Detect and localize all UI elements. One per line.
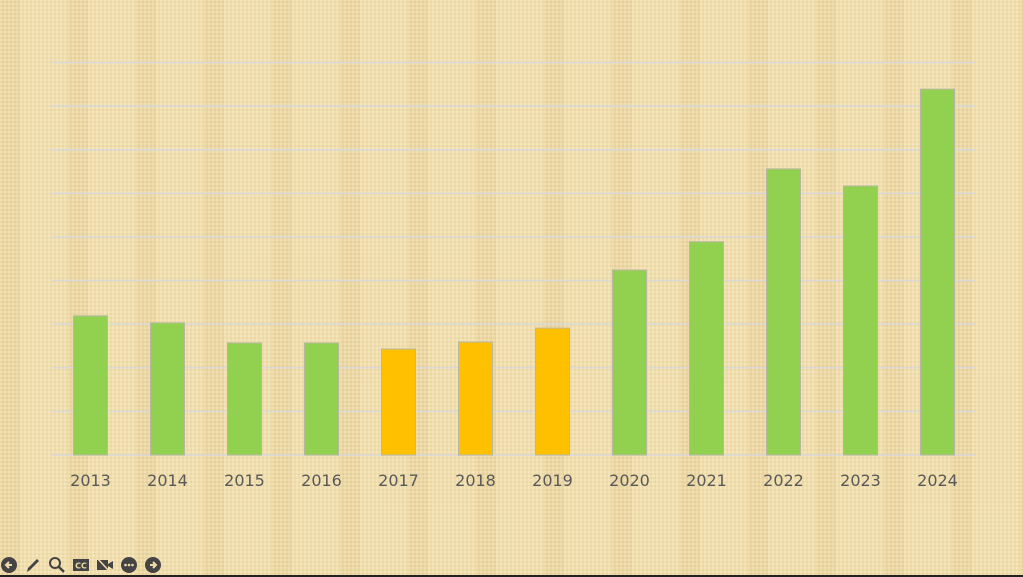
- x-tick-label: 2020: [609, 471, 650, 490]
- bottom-border: [0, 575, 1023, 577]
- bar-2020: [612, 269, 647, 456]
- pen-icon[interactable]: [24, 556, 42, 574]
- x-tick-label: 2021: [686, 471, 727, 490]
- x-tick-label: 2023: [840, 471, 881, 490]
- camera-off-icon[interactable]: [96, 556, 114, 574]
- x-tick-label: 2016: [301, 471, 342, 490]
- bar-2022: [766, 168, 801, 456]
- x-tick-label: 2014: [147, 471, 188, 490]
- forward-arrow-icon[interactable]: [144, 556, 162, 574]
- back-arrow-icon[interactable]: [0, 556, 18, 574]
- bar-2013: [73, 315, 108, 456]
- bar-2016: [304, 342, 339, 456]
- slideshow-toolbar: CC: [0, 556, 162, 574]
- x-tick-label: 2018: [455, 471, 496, 490]
- bar-2024: [920, 88, 955, 456]
- x-tick-label: 2019: [532, 471, 573, 490]
- bar-2017: [381, 348, 416, 456]
- more-icon[interactable]: [120, 556, 138, 574]
- bar-2015: [227, 342, 262, 456]
- cc-label: CC: [75, 562, 87, 571]
- x-tick-label: 2015: [224, 471, 265, 490]
- bar-2018: [458, 341, 493, 456]
- x-tick-label: 2017: [378, 471, 419, 490]
- closed-captions-icon[interactable]: CC: [72, 556, 90, 574]
- bar-2014: [150, 322, 185, 456]
- x-tick-label: 2013: [70, 471, 111, 490]
- bar-2019: [535, 327, 570, 456]
- x-tick-label: 2022: [763, 471, 804, 490]
- zoom-icon[interactable]: [48, 556, 66, 574]
- bar-2021: [689, 241, 724, 456]
- bar-2023: [843, 185, 878, 456]
- x-tick-label: 2024: [917, 471, 958, 490]
